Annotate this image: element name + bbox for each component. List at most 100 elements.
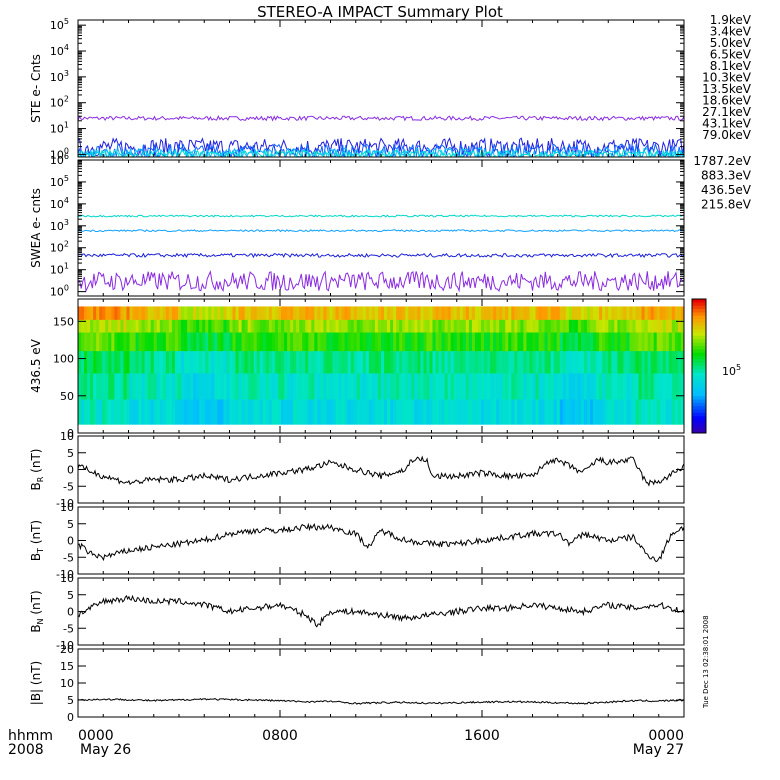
heatmap-cell	[268, 306, 273, 321]
heatmap-cell	[344, 306, 349, 321]
heatmap-cell	[505, 332, 509, 352]
heatmap-cell	[271, 319, 276, 334]
heatmap-cell	[177, 399, 182, 425]
heatmap-cell	[393, 306, 397, 321]
heatmap-cell	[429, 332, 434, 352]
heatmap-cell	[341, 319, 346, 334]
heatmap-cell	[550, 319, 555, 334]
heatmap-cell	[617, 399, 621, 425]
heatmap-cell	[550, 351, 555, 375]
heatmap-cell	[390, 399, 394, 425]
heatmap-cell	[174, 399, 179, 425]
heatmap-cell	[565, 351, 570, 375]
heatmap-cell	[408, 306, 412, 321]
heatmap-cell	[226, 319, 231, 334]
heatmap-cell	[459, 332, 464, 352]
heatmap-cell	[547, 351, 552, 375]
heatmap-cell	[499, 373, 503, 401]
heatmap-cell	[165, 399, 170, 425]
heatmap-cell	[447, 373, 452, 401]
heatmap-cell	[220, 332, 225, 352]
heatmap-cell	[232, 351, 237, 375]
heatmap-cell	[359, 306, 364, 321]
panel-3: 105 0 50 100 150 436.5 eV	[29, 298, 741, 440]
heatmap-cell	[599, 373, 603, 401]
heatmap-cell	[414, 351, 418, 375]
heatmap-cell	[653, 306, 658, 321]
heatmap-cell	[526, 306, 531, 321]
heatmap-cell	[614, 319, 618, 334]
panel-content	[78, 214, 684, 293]
heatmap-cell	[162, 373, 167, 401]
heatmap-cell	[523, 351, 528, 375]
heatmap-cell	[602, 373, 606, 401]
heatmap-cell	[423, 351, 428, 375]
heatmap-cell	[165, 306, 170, 321]
heatmap-cell	[393, 332, 397, 352]
heatmap-cell	[308, 399, 312, 425]
heatmap-cell	[335, 373, 340, 401]
colorbar-segment	[692, 319, 706, 323]
heatmap-cell	[81, 306, 85, 321]
heatmap-cell	[480, 399, 485, 425]
heatmap-cell	[559, 332, 564, 352]
heatmap-cell	[499, 306, 503, 321]
heatmap-cell	[623, 373, 628, 401]
heatmap-cell	[656, 306, 661, 321]
heatmap-cell	[593, 373, 597, 401]
heatmap-cell	[341, 373, 346, 401]
heatmap-cell	[162, 332, 167, 352]
heatmap-cell	[556, 332, 561, 352]
heatmap-cell	[314, 319, 318, 334]
heatmap-cell	[99, 306, 103, 321]
y-tick-label: 105	[50, 174, 69, 189]
heatmap-cell	[584, 319, 588, 334]
heatmap-cell	[487, 332, 491, 352]
heatmap-cell	[511, 399, 515, 425]
heatmap-cell	[271, 373, 276, 401]
heatmap-cell	[456, 373, 461, 401]
heatmap-cell	[547, 332, 552, 352]
heatmap-cell	[159, 306, 164, 321]
heatmap-cell	[390, 332, 394, 352]
heatmap-cell	[574, 306, 579, 321]
heatmap-cell	[484, 306, 488, 321]
heatmap-cell	[641, 319, 646, 334]
heatmap-cell	[432, 351, 437, 375]
y-tick-label: 50	[60, 390, 74, 403]
heatmap-cell	[81, 351, 85, 375]
heatmap-cell	[402, 332, 406, 352]
heatmap-cell	[120, 399, 125, 425]
heatmap-cell	[550, 332, 555, 352]
heatmap-cell	[680, 399, 684, 425]
colorbar-segment	[692, 359, 706, 364]
heatmap-cell	[438, 306, 443, 321]
heatmap-cell	[84, 399, 88, 425]
heatmap-cell	[541, 351, 546, 375]
heatmap-cell	[317, 373, 321, 401]
heatmap-cell	[202, 351, 206, 375]
heatmap-cell	[202, 306, 206, 321]
heatmap-cell	[656, 399, 661, 425]
heatmap-cell	[165, 373, 170, 401]
timestamp-stamp: Tue Dec 13 02:38:01 2008	[702, 615, 710, 709]
heatmap-cell	[123, 351, 128, 375]
heatmap-cell	[387, 306, 391, 321]
series-line-1	[78, 270, 684, 293]
heatmap-cell	[553, 332, 558, 352]
year-label: 2008	[8, 742, 44, 758]
heatmap-cell	[214, 319, 218, 334]
heatmap-cell	[550, 306, 555, 321]
heatmap-cell	[502, 332, 506, 352]
heatmap-cell	[268, 351, 273, 375]
heatmap-cell	[514, 399, 518, 425]
heatmap-cell	[456, 306, 461, 321]
heatmap-cell	[305, 306, 309, 321]
heatmap-cell	[162, 319, 167, 334]
heatmap-cell	[644, 306, 649, 321]
heatmap-cell	[211, 319, 215, 334]
heatmap-cell	[256, 373, 261, 401]
heatmap-cell	[429, 373, 434, 401]
heatmap-cell	[153, 373, 158, 401]
y-tick-label: 10	[60, 677, 74, 690]
